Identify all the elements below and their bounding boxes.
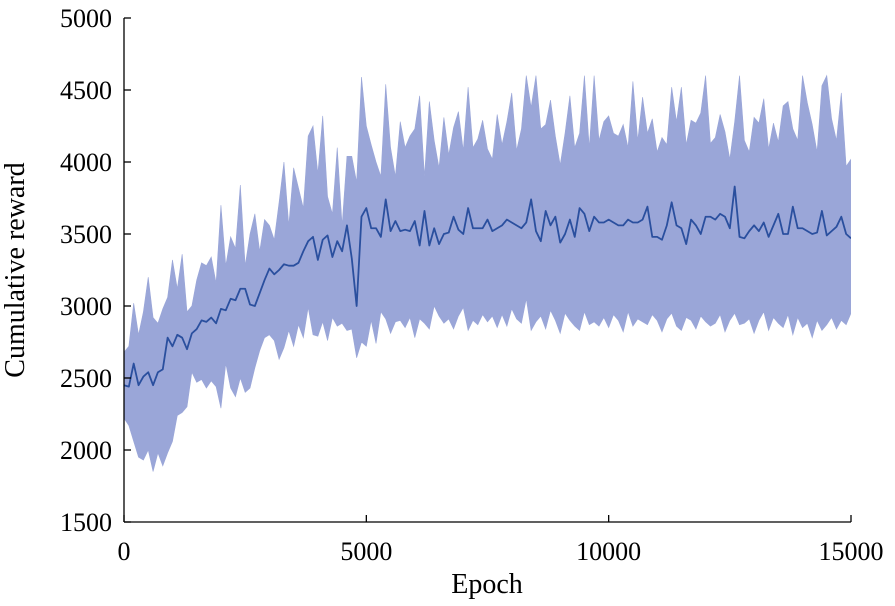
confidence-band [124, 74, 851, 472]
y-tick-label: 2500 [60, 364, 112, 393]
x-tick-label: 10000 [576, 537, 641, 566]
x-tick-label: 5000 [340, 537, 392, 566]
x-tick-label: 0 [118, 537, 131, 566]
y-tick-label: 4500 [60, 76, 112, 105]
y-axis-title: Cumulative reward [0, 162, 31, 377]
y-tick-label: 3000 [60, 292, 112, 321]
y-tick-label: 3500 [60, 220, 112, 249]
y-tick-label: 5000 [60, 4, 112, 33]
y-tick-label: 2000 [60, 436, 112, 465]
mean-reward-line [124, 185, 851, 388]
x-tick-label: 15000 [819, 537, 884, 566]
x-axis-title: Epoch [451, 569, 523, 600]
axes: 1500 2000 2500 3000 3500 4000 4500 5000 0 5000 100… [60, 4, 884, 566]
y-tick-label: 1500 [60, 508, 112, 537]
plot-area [124, 74, 851, 472]
y-tick-label: 4000 [60, 148, 112, 177]
